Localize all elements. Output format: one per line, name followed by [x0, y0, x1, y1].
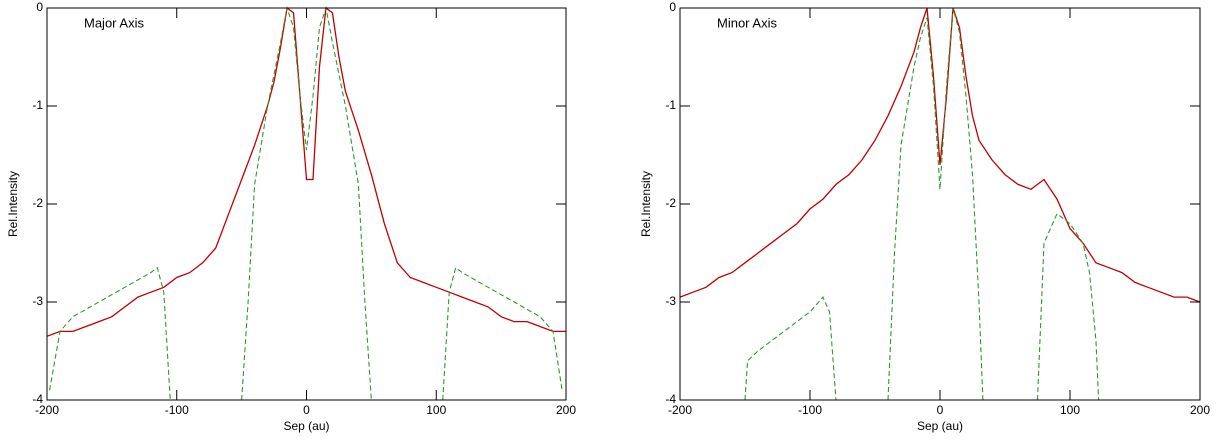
annotation: Minor Axis	[717, 15, 777, 30]
x-axis-title: Sep (au)	[917, 419, 963, 433]
y-tick-label: 0	[36, 0, 43, 14]
x-tick-label: 100	[1060, 403, 1080, 417]
plot-frame	[46, 7, 567, 401]
y-tick-label: -2	[32, 196, 43, 210]
series-line	[49, 5, 563, 401]
x-tick-label: -100	[798, 403, 822, 417]
x-axis-title: Sep (au)	[283, 419, 329, 433]
y-tick-label: -3	[32, 294, 43, 308]
y-axis-title: Rel.Intensity	[639, 171, 653, 237]
annotation: Major Axis	[84, 15, 144, 30]
y-tick-label: -4	[665, 392, 676, 406]
x-tick-label: 200	[1190, 403, 1210, 417]
y-tick-label: -3	[665, 294, 676, 308]
x-tick-label: 0	[303, 403, 310, 417]
x-tick-label: -100	[165, 403, 189, 417]
y-tick-label: -2	[665, 196, 676, 210]
x-tick-label: -200	[35, 403, 59, 417]
x-tick-label: -200	[668, 403, 692, 417]
y-tick-label: -4	[32, 392, 43, 406]
x-tick-label: 0	[937, 403, 944, 417]
series-line	[744, 7, 1100, 401]
y-tick-label: -1	[665, 98, 676, 112]
plot-frame	[679, 7, 1201, 401]
y-axis-title: Rel.Intensity	[6, 171, 20, 237]
x-tick-label: 100	[426, 403, 446, 417]
y-tick-label: -1	[32, 98, 43, 112]
y-tick-label: 0	[669, 0, 676, 14]
x-tick-label: 200	[556, 403, 576, 417]
series-line	[679, 7, 1201, 303]
series-line	[46, 6, 566, 337]
